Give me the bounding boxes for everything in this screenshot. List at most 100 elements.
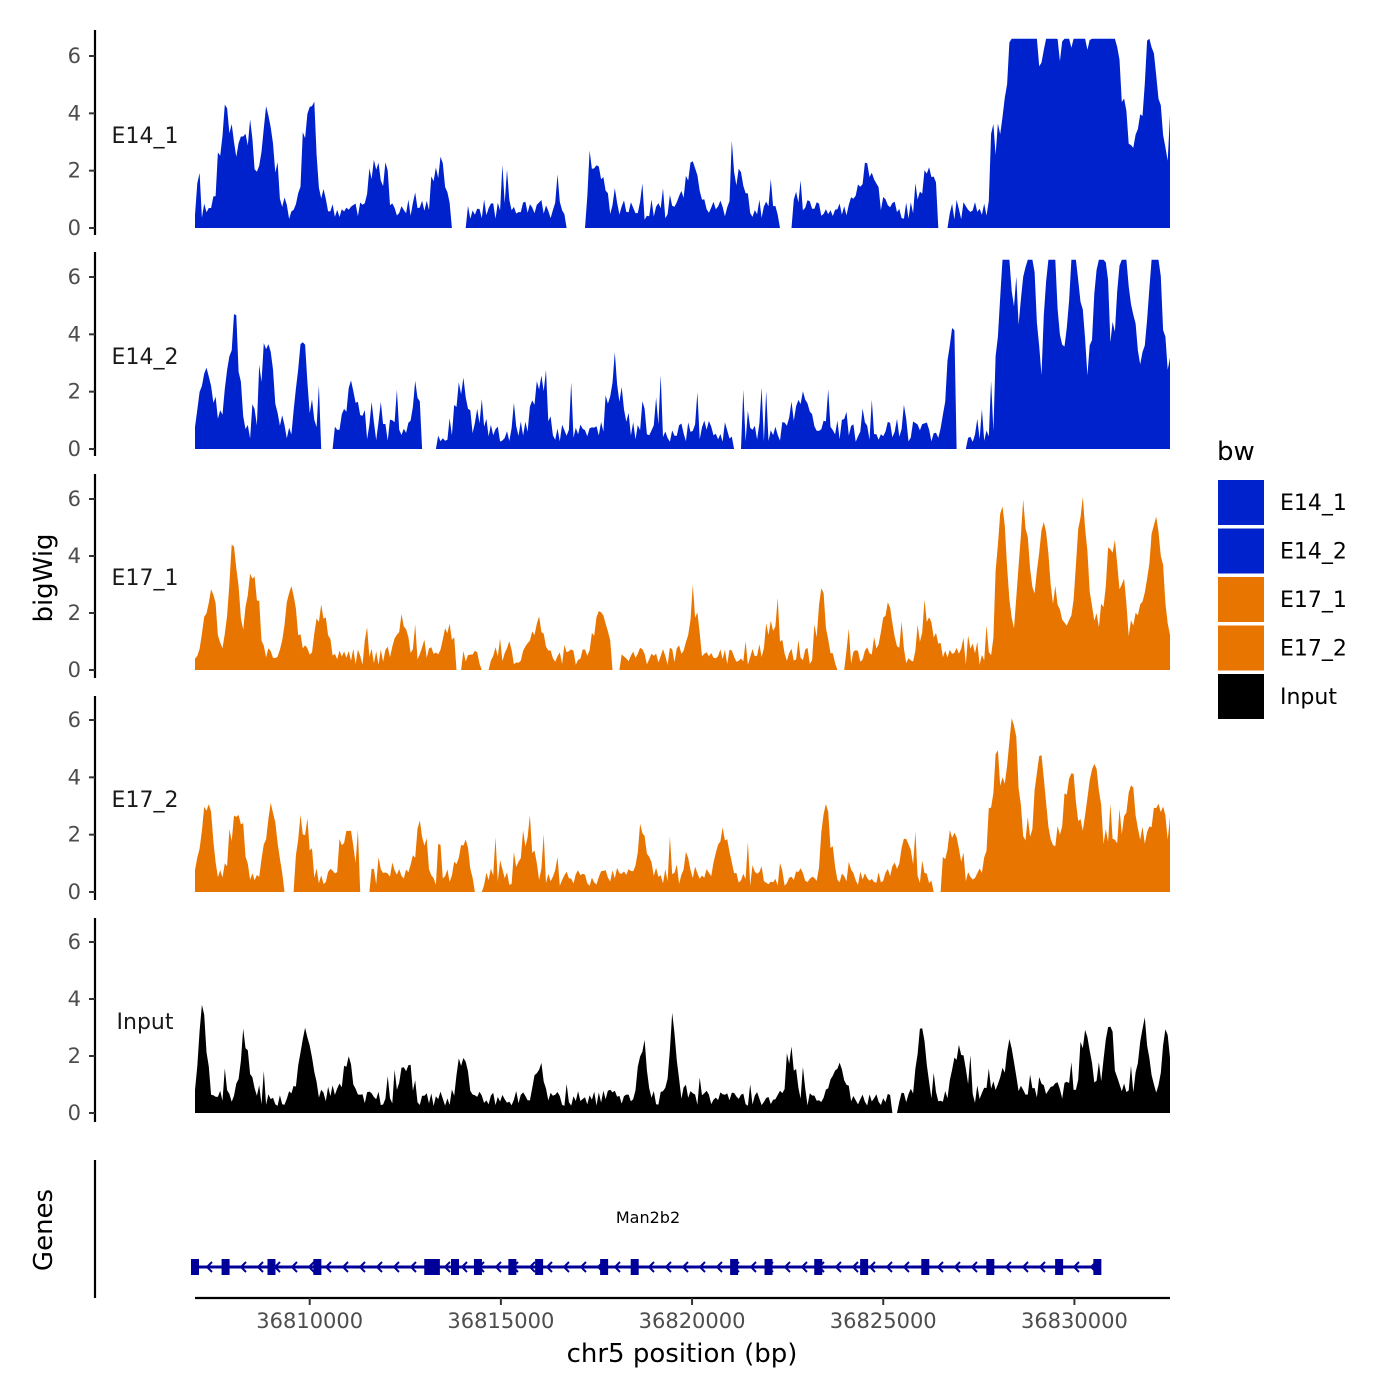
track-label: E14_1 [112, 124, 179, 149]
strand-arrow [1004, 1261, 1012, 1273]
signal-area-e17-1 [195, 496, 1170, 670]
y-tick-label: 4 [68, 765, 81, 789]
strand-arrow [851, 1261, 859, 1273]
strand-arrow [970, 1261, 978, 1273]
gene-exon [600, 1259, 609, 1275]
gene-exon [630, 1259, 639, 1275]
legend-title: bw [1217, 437, 1255, 467]
strand-arrow [953, 1261, 961, 1273]
x-tick-label: 36815000 [447, 1309, 554, 1333]
gene-exon [221, 1259, 230, 1275]
track-e14-1: 0 2 4 6 E14_1 [68, 30, 1170, 240]
gene-exon [535, 1259, 544, 1275]
gene-exon [814, 1259, 823, 1275]
strand-arrow [562, 1261, 570, 1273]
strand-arrow [1038, 1261, 1046, 1273]
strand-arrow [409, 1261, 417, 1273]
strand-arrow [885, 1261, 893, 1273]
signal-area-input [195, 1004, 1170, 1113]
strand-arrow [443, 1261, 451, 1273]
gene-track-title: Genes [29, 1189, 59, 1271]
track-label: E14_2 [112, 345, 179, 370]
legend: bw E14_1 E14_2 E17_1 E17_2 Input [1217, 437, 1347, 719]
y-axis-title: bigWig [29, 533, 59, 622]
strand-arrow [647, 1261, 655, 1273]
gene-exon [764, 1259, 773, 1275]
strand-arrow [341, 1261, 349, 1273]
y-tick-label: 6 [68, 930, 81, 954]
strand-arrow [392, 1261, 400, 1273]
strand-arrow [664, 1261, 672, 1273]
gene-exon [191, 1259, 199, 1275]
strand-arrow [783, 1261, 791, 1273]
gene-exon [473, 1259, 482, 1275]
legend-swatch-e14-1 [1218, 480, 1264, 525]
y-tick-label: 4 [68, 987, 81, 1011]
strand-arrow [800, 1261, 808, 1273]
gene-exon [986, 1259, 995, 1275]
strand-arrow [1072, 1261, 1080, 1273]
gene-exon [860, 1259, 869, 1275]
strand-arrow [375, 1261, 383, 1273]
track-label: Input [117, 1010, 174, 1035]
strand-arrow [358, 1261, 366, 1273]
strand-arrow [460, 1261, 468, 1273]
track-e17-1: 0 2 4 6 E17_1 [68, 474, 1170, 682]
strand-arrow [715, 1261, 723, 1273]
gene-exon [508, 1259, 517, 1275]
y-tick-label: 6 [68, 265, 81, 289]
x-axis: 36810000 36815000 36820000 36825000 36830000 [195, 1296, 1170, 1333]
strand-arrow [528, 1261, 536, 1273]
gene-exon [451, 1259, 459, 1275]
signal-area-e14-2 [195, 259, 1170, 449]
y-tick-label: 6 [68, 44, 81, 68]
strand-arrow [1021, 1261, 1029, 1273]
strand-arrow [698, 1261, 706, 1273]
strand-arrow [613, 1261, 621, 1273]
y-tick-label: 4 [68, 101, 81, 125]
track-input: 0 2 4 6 Input [68, 918, 1170, 1125]
legend-label: E17_1 [1280, 588, 1347, 613]
strand-arrow [681, 1261, 689, 1273]
y-tick-label: 4 [68, 322, 81, 346]
gene-exon [1093, 1259, 1102, 1275]
y-tick-label: 2 [68, 601, 81, 625]
track-label: E17_2 [112, 788, 179, 813]
y-tick-label: 0 [68, 1101, 81, 1125]
y-tick-label: 2 [68, 1044, 81, 1068]
strand-arrow [545, 1261, 553, 1273]
x-tick-label: 36830000 [1021, 1309, 1128, 1333]
gene-exon [267, 1259, 276, 1275]
legend-swatch-input [1218, 674, 1264, 719]
y-tick-label: 0 [68, 216, 81, 240]
strand-arrow [579, 1261, 587, 1273]
x-axis-title: chr5 position (bp) [567, 1339, 798, 1369]
gene-name-label: Man2b2 [616, 1208, 680, 1227]
gene-track: Man2b2 [93, 1160, 1102, 1298]
legend-swatch-e17-2 [1218, 625, 1264, 671]
strand-arrow [324, 1261, 332, 1273]
signal-area-e17-2 [195, 718, 1170, 892]
y-tick-label: 6 [68, 708, 81, 732]
legend-label: E17_2 [1280, 637, 1347, 662]
legend-swatch-e14-2 [1218, 528, 1264, 574]
track-e14-2: 0 2 4 6 E14_2 [68, 252, 1170, 461]
legend-label: Input [1280, 685, 1337, 710]
x-tick-label: 36810000 [256, 1309, 363, 1333]
strand-arrow [834, 1261, 842, 1273]
signal-area-e14-1 [195, 38, 1170, 228]
strand-arrow [256, 1261, 264, 1273]
gene-exon [921, 1259, 930, 1275]
legend-swatch-e17-1 [1218, 577, 1264, 622]
signal-tracks: 0 2 4 6 E14_1 0 2 4 6 E14_2 0 2 4 6 E17_1 0 2 4 6 E17_2 0 2 4 6… [68, 30, 1170, 1125]
strand-arrow [868, 1261, 876, 1273]
x-tick-label: 36825000 [830, 1309, 937, 1333]
legend-label: E14_2 [1280, 540, 1347, 565]
y-tick-label: 2 [68, 159, 81, 183]
legend-label: E14_1 [1280, 491, 1347, 516]
y-tick-label: 6 [68, 487, 81, 511]
y-tick-label: 0 [68, 658, 81, 682]
strand-arrow [205, 1261, 213, 1273]
strand-arrow [239, 1261, 247, 1273]
